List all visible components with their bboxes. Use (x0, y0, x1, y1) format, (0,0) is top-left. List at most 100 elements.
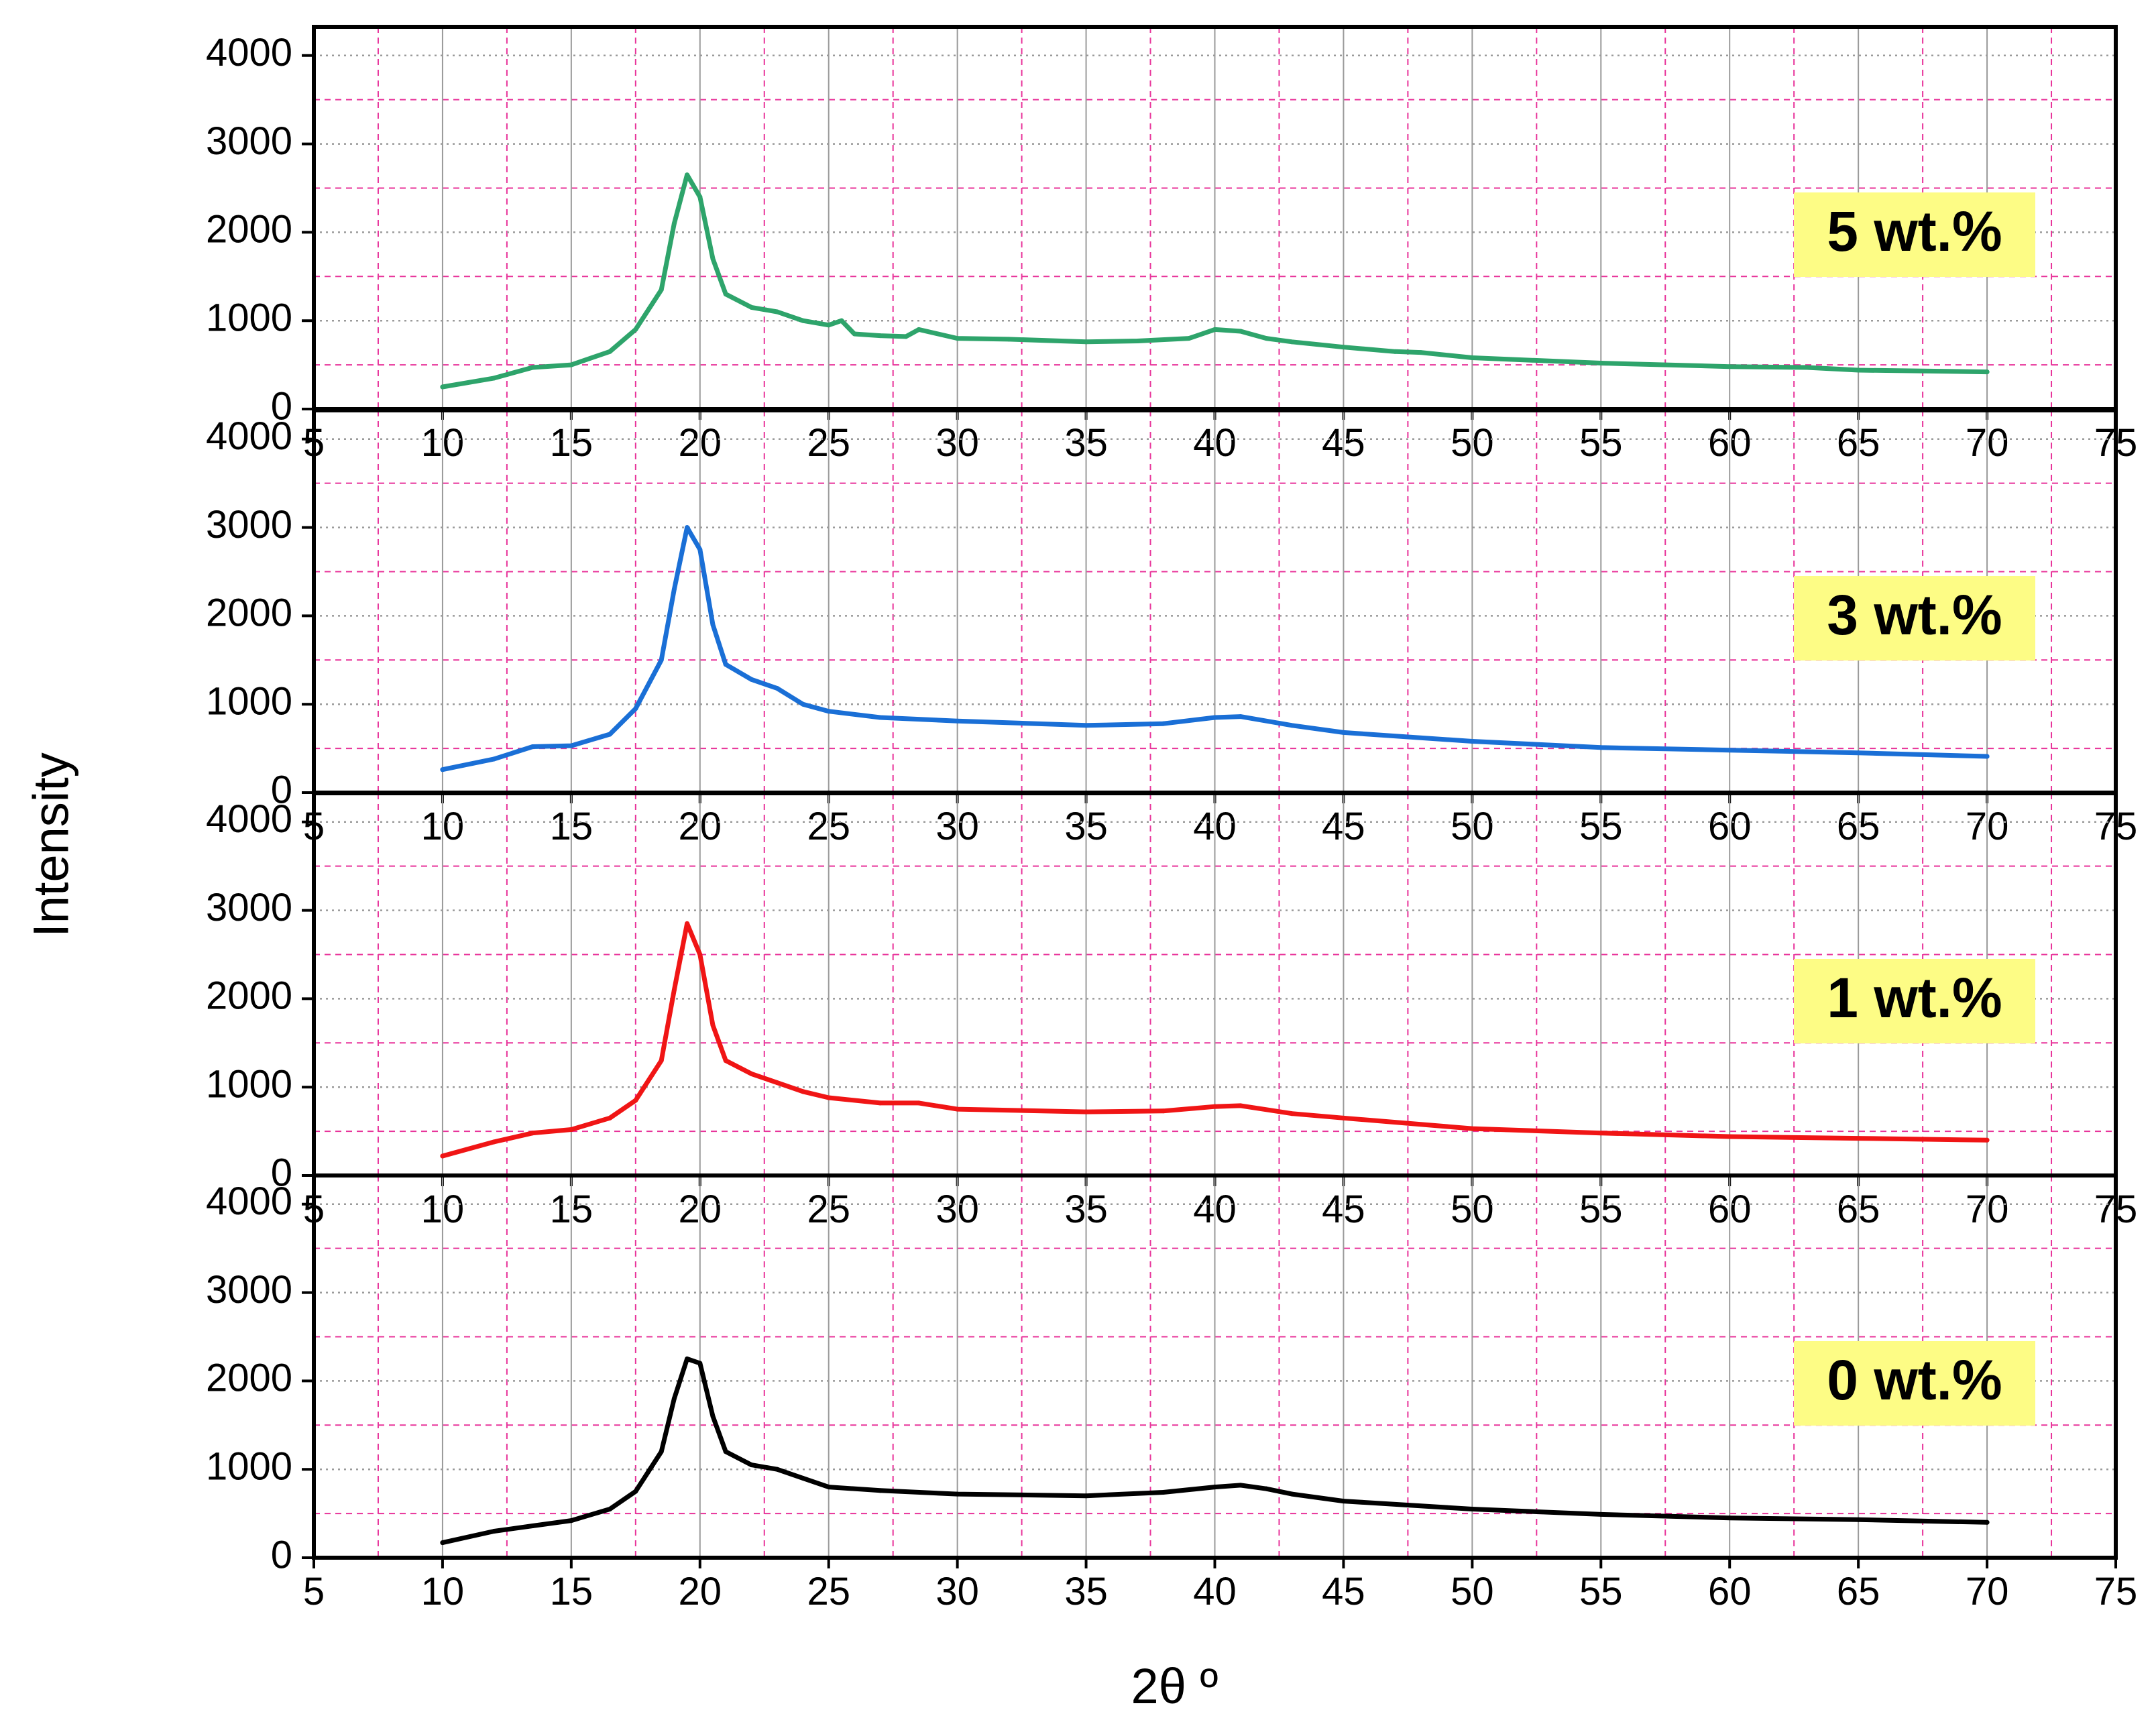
x-tick-label: 30 (935, 1570, 979, 1613)
data-point (1341, 730, 1346, 735)
panel-frame (312, 1173, 2118, 1560)
data-point (1727, 1134, 1732, 1139)
data-point (1856, 367, 1861, 373)
x-tick-label: 10 (421, 1570, 465, 1613)
data-point (633, 1489, 638, 1494)
panel-label: 3 wt.% (1827, 583, 2002, 646)
data-point (775, 1080, 780, 1086)
data-point (710, 1414, 716, 1419)
data-point (569, 743, 574, 748)
data-point (723, 1058, 728, 1064)
data-point (1186, 336, 1192, 341)
data-point (1469, 739, 1475, 744)
data-point (659, 1058, 664, 1064)
data-point (1238, 1483, 1243, 1488)
data-point (1469, 1126, 1475, 1131)
data-point (749, 304, 754, 310)
data-point (826, 1095, 832, 1100)
data-point (903, 334, 909, 339)
panel-label: 1 wt.% (1827, 966, 2002, 1029)
data-point (607, 732, 612, 737)
data-point (1856, 1517, 1861, 1522)
data-point (1469, 355, 1475, 361)
data-point (749, 1462, 754, 1468)
data-point (800, 701, 805, 707)
data-point (1984, 369, 1990, 375)
data-point (800, 1475, 805, 1481)
data-point (1341, 1499, 1346, 1504)
data-point (492, 1528, 497, 1534)
data-point (710, 1023, 716, 1028)
data-point (607, 1507, 612, 1512)
y-axis-title: Intensity (23, 752, 79, 937)
data-point (1598, 360, 1603, 365)
data-point (749, 677, 754, 682)
data-point (671, 1396, 677, 1401)
data-point (1290, 1491, 1295, 1497)
data-point (633, 1098, 638, 1103)
data-point (775, 309, 780, 314)
x-tick-label: 15 (550, 1570, 593, 1613)
data-point (1984, 1137, 1990, 1143)
data-point (697, 1361, 703, 1366)
data-point (1161, 721, 1166, 726)
y-tick-label: 2000 (206, 208, 292, 251)
data-point (877, 333, 883, 339)
y-tick-label: 4000 (206, 31, 292, 74)
y-tick-label: 0 (271, 768, 292, 811)
y-tick-label: 0 (271, 1533, 292, 1576)
data-point (1598, 1511, 1603, 1517)
data-point (877, 1100, 883, 1106)
data-point (530, 1131, 535, 1136)
data-point (659, 287, 664, 292)
y-tick-label: 1000 (206, 680, 292, 724)
data-point (440, 384, 445, 390)
y-tick-label: 4000 (206, 414, 292, 458)
panel-label-bg (1794, 576, 2035, 660)
data-point (530, 744, 535, 749)
data-point (569, 1127, 574, 1132)
data-point (916, 1100, 921, 1106)
data-point (723, 1449, 728, 1454)
series-line (440, 921, 1990, 1159)
data-point (530, 1524, 535, 1529)
data-point (1804, 365, 1809, 370)
data-point (1006, 337, 1011, 342)
data-point (1238, 714, 1243, 720)
x-tick-label: 50 (1451, 1570, 1494, 1613)
panel-label: 5 wt.% (1827, 200, 2002, 263)
data-point (1727, 1515, 1732, 1521)
y-tick-label: 1000 (206, 1063, 292, 1106)
data-point (1212, 1485, 1217, 1490)
data-point (607, 349, 612, 354)
y-tick-label: 2000 (206, 974, 292, 1018)
y-tick-label: 3000 (206, 503, 292, 547)
x-tick-label: 65 (1837, 1570, 1880, 1613)
data-point (710, 622, 716, 628)
data-point (1238, 1103, 1243, 1108)
data-point (955, 1491, 960, 1497)
y-tick-label: 0 (271, 384, 292, 428)
data-point (569, 362, 574, 367)
x-tick-label: 40 (1193, 1570, 1237, 1613)
data-point (916, 327, 921, 332)
data-point (955, 1106, 960, 1112)
data-point (1341, 345, 1346, 350)
y-tick-label: 1000 (206, 1445, 292, 1489)
data-point (826, 709, 832, 714)
data-point (440, 1153, 445, 1159)
data-point (1263, 1486, 1269, 1491)
data-point (955, 718, 960, 724)
y-tick-label: 1000 (206, 296, 292, 340)
panel-label-bg (1794, 192, 2035, 277)
data-point (1212, 1104, 1217, 1109)
x-tick-label: 45 (1322, 1570, 1365, 1613)
data-point (775, 685, 780, 691)
data-point (877, 1488, 883, 1493)
data-point (697, 194, 703, 200)
data-point (877, 715, 883, 720)
data-point (671, 221, 677, 226)
